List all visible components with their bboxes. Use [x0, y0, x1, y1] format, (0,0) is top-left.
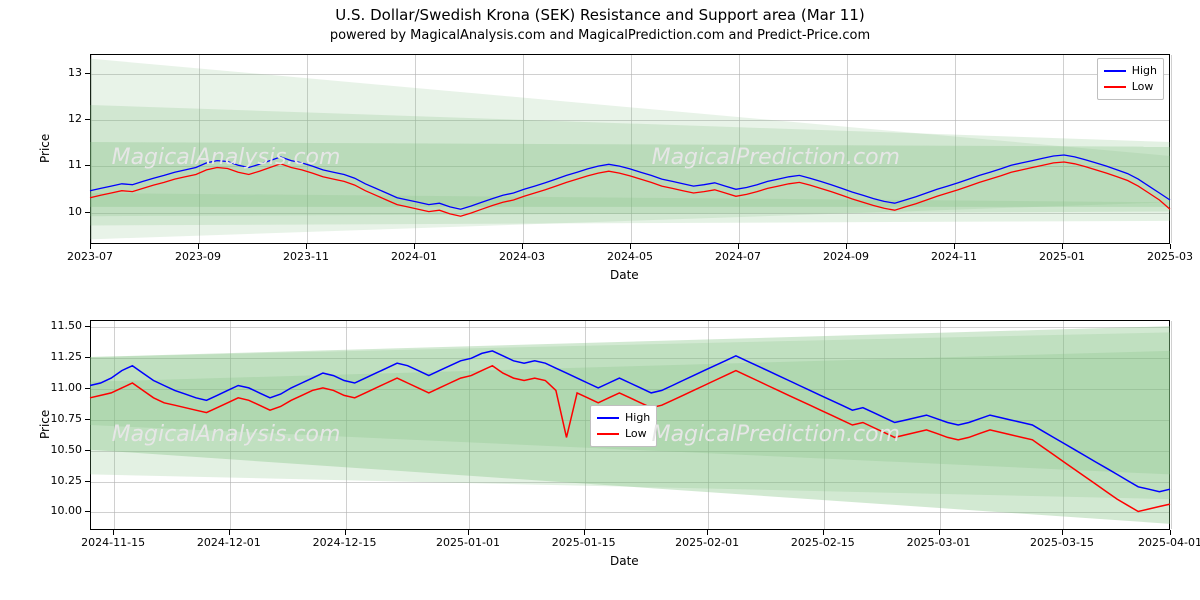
xtick-label: 2023-07	[58, 250, 122, 263]
legend-bottom: HighLow	[590, 405, 657, 447]
ytick-label: 11.25	[51, 350, 83, 363]
xtick-label: 2024-05	[598, 250, 662, 263]
xtick-label: 2024-09	[814, 250, 878, 263]
xtick-label: 2024-07	[706, 250, 770, 263]
xtick-label: 2025-03-01	[907, 536, 971, 549]
ytick-label: 11.00	[51, 381, 83, 394]
xtick-label: 2023-11	[274, 250, 338, 263]
legend-item: High	[597, 410, 650, 426]
legend-swatch	[597, 417, 619, 419]
ytick-label: 10.25	[51, 474, 83, 487]
legend-label: High	[625, 410, 650, 426]
xtick-label: 2024-11-15	[81, 536, 145, 549]
legend-top: HighLow	[1097, 58, 1164, 100]
figure-subtitle: powered by MagicalAnalysis.com and Magic…	[0, 28, 1200, 43]
xtick-label: 2025-02-15	[791, 536, 855, 549]
xtick-label: 2024-12-15	[313, 536, 377, 549]
legend-item: Low	[597, 426, 650, 442]
legend-swatch	[597, 433, 619, 435]
xtick-label: 2024-11	[922, 250, 986, 263]
figure-title: U.S. Dollar/Swedish Krona (SEK) Resistan…	[0, 6, 1200, 24]
ytick-label: 10.50	[51, 443, 83, 456]
xtick-label: 2025-03-15	[1030, 536, 1094, 549]
legend-label: High	[1132, 63, 1157, 79]
xtick-label: 2025-04-01	[1138, 536, 1200, 549]
chart-svg-top	[90, 54, 1170, 244]
xtick-label: 2025-01	[1030, 250, 1094, 263]
legend-swatch	[1104, 70, 1126, 72]
xlabel-bottom: Date	[610, 554, 639, 568]
ytick-label: 12	[68, 112, 82, 125]
ytick-label: 10	[68, 205, 82, 218]
xtick-label: 2023-09	[166, 250, 230, 263]
figure: U.S. Dollar/Swedish Krona (SEK) Resistan…	[0, 0, 1200, 600]
xtick-label: 2025-02-01	[675, 536, 739, 549]
xtick-label: 2024-03	[490, 250, 554, 263]
legend-label: Low	[625, 426, 647, 442]
xtick-label: 2025-01-01	[436, 536, 500, 549]
xtick-label: 2024-12-01	[197, 536, 261, 549]
xtick-label: 2024-01	[382, 250, 446, 263]
ytick-label: 13	[68, 66, 82, 79]
legend-swatch	[1104, 86, 1126, 88]
xtick-label: 2025-01-15	[552, 536, 616, 549]
legend-item: High	[1104, 63, 1157, 79]
ylabel-top: Price	[38, 134, 52, 163]
ytick-label: 11	[68, 158, 82, 171]
ytick-label: 10.75	[51, 412, 83, 425]
ytick-label: 10.00	[51, 504, 83, 517]
ytick-label: 11.50	[51, 319, 83, 332]
legend-label: Low	[1132, 79, 1154, 95]
legend-item: Low	[1104, 79, 1157, 95]
xlabel-top: Date	[610, 268, 639, 282]
xtick-label: 2025-03	[1138, 250, 1200, 263]
